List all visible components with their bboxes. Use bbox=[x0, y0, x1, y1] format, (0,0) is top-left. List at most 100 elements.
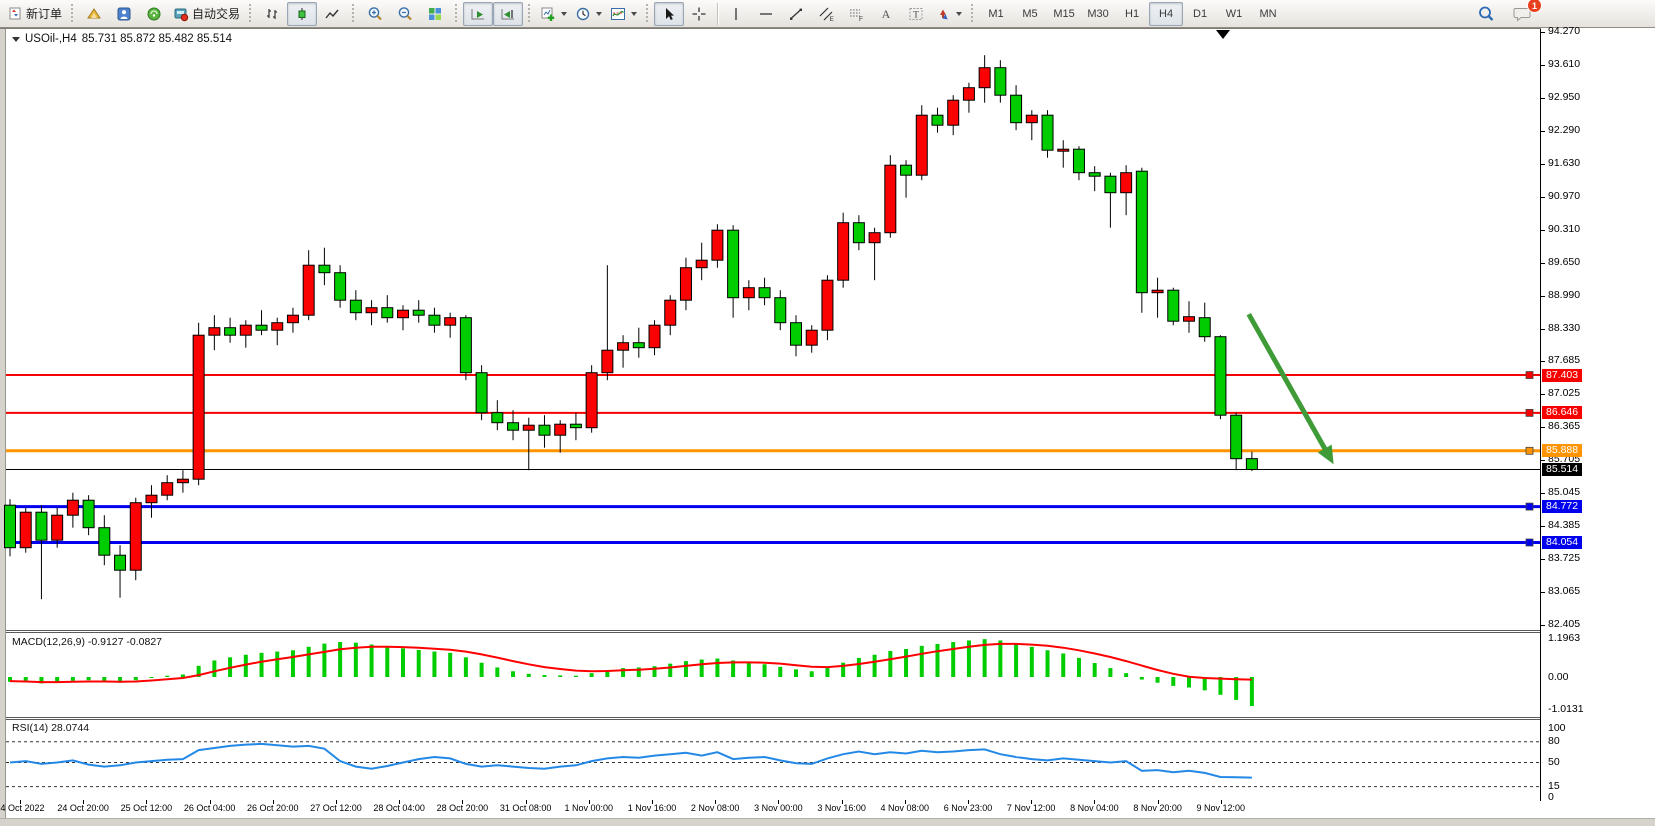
vertical-line-button[interactable] bbox=[721, 2, 751, 26]
svg-text:E: E bbox=[830, 16, 835, 22]
time-axis[interactable]: 24 Oct 2022 24 Oct 20:00 25 Oct 12:00 26 Oc… bbox=[0, 800, 1540, 818]
symbol-dropdown-icon[interactable] bbox=[12, 36, 20, 42]
axis-label: 85.045 bbox=[1548, 486, 1581, 499]
axis-label: 89.650 bbox=[1548, 256, 1581, 269]
axis-label: 87.025 bbox=[1548, 387, 1581, 400]
macd-signal-line bbox=[9, 642, 1252, 684]
new-order-button[interactable]: 新订单 bbox=[4, 2, 66, 26]
bar-chart-icon bbox=[264, 6, 280, 22]
toolbar: 新订单 自动交易 bbox=[0, 0, 1655, 28]
timeframe-m1[interactable]: M1 bbox=[988, 7, 1004, 20]
price-axis[interactable]: 94.270 93.610 92.950 92.290 91.630 90.970 90.3… bbox=[1541, 25, 1655, 818]
equidistant-channel-button[interactable]: E bbox=[811, 2, 841, 26]
bar-chart-button[interactable] bbox=[257, 2, 287, 26]
line-anchor bbox=[1525, 371, 1534, 379]
new-order-icon bbox=[8, 6, 23, 21]
zoom-out-button[interactable] bbox=[390, 2, 420, 26]
terminal-button[interactable] bbox=[109, 2, 139, 26]
time-axis-label: 24 Oct 20:00 bbox=[57, 803, 109, 813]
line-chart-button[interactable] bbox=[317, 2, 347, 26]
axis-label: 93.610 bbox=[1548, 58, 1581, 71]
trendline-button[interactable] bbox=[781, 2, 811, 26]
timeframe-m30[interactable]: M30 bbox=[1087, 7, 1109, 20]
time-axis-label: 24 Oct 2022 bbox=[0, 803, 45, 813]
chart-shift-marker[interactable] bbox=[1216, 30, 1230, 39]
vertical-line-icon bbox=[728, 6, 744, 22]
timeframe-w1[interactable]: W1 bbox=[1225, 7, 1243, 20]
axis-label: 84.385 bbox=[1548, 519, 1581, 532]
tile-windows-button[interactable] bbox=[420, 2, 450, 26]
fibonacci-button[interactable]: F bbox=[841, 2, 871, 26]
new-order-label: 新订单 bbox=[26, 7, 63, 21]
axis-label: 80 bbox=[1548, 735, 1560, 748]
text-label-button[interactable]: T bbox=[901, 2, 931, 26]
text-button[interactable]: A bbox=[871, 2, 901, 26]
cursor-button[interactable] bbox=[654, 1, 685, 26]
signals-button[interactable] bbox=[139, 2, 169, 26]
clock-icon bbox=[575, 6, 591, 22]
text-icon: A bbox=[878, 6, 894, 22]
cursor-icon bbox=[661, 6, 677, 22]
arrows-button[interactable] bbox=[931, 2, 966, 26]
time-axis-label: 27 Oct 12:00 bbox=[310, 803, 362, 813]
window-left-edge bbox=[0, 29, 6, 826]
timeframe-h1[interactable]: H1 bbox=[1125, 7, 1140, 20]
price-line-badge: 84.772 bbox=[1542, 500, 1583, 514]
axis-label: 92.950 bbox=[1548, 91, 1581, 104]
svg-text:T: T bbox=[913, 10, 919, 20]
auto-scroll-button[interactable] bbox=[463, 1, 494, 26]
timeframe-group: M1 M5 M15 M30 H1 H4 D1 W1 MN bbox=[979, 1, 1285, 26]
zoom-in-button[interactable] bbox=[360, 2, 390, 26]
time-axis-label: 26 Oct 04:00 bbox=[183, 803, 236, 813]
toolbar-right-group: 1 bbox=[1471, 0, 1542, 28]
window-bottom-edge bbox=[0, 818, 1655, 826]
price-line-badge: 87.403 bbox=[1542, 368, 1583, 382]
timeframe-mn[interactable]: MN bbox=[1259, 7, 1277, 20]
timeframe-m15[interactable]: M15 bbox=[1053, 7, 1075, 20]
search-button[interactable] bbox=[1471, 2, 1501, 26]
auto-scroll-icon bbox=[470, 6, 486, 22]
chart-top-border bbox=[0, 28, 1655, 29]
crosshair-icon bbox=[691, 6, 707, 22]
periods-button[interactable] bbox=[571, 2, 606, 26]
indicators-button[interactable] bbox=[606, 2, 641, 26]
time-axis-label: 28 Oct 20:00 bbox=[436, 803, 489, 813]
time-axis-label: 31 Oct 08:00 bbox=[499, 803, 552, 813]
crosshair-button[interactable] bbox=[684, 2, 714, 26]
autotrading-icon bbox=[173, 6, 189, 22]
arrows-icon bbox=[935, 6, 951, 22]
timeframe-d1[interactable]: D1 bbox=[1193, 7, 1208, 20]
line-anchor bbox=[1525, 446, 1534, 455]
chevron-down-icon bbox=[631, 11, 638, 16]
time-axis-label: 9 Nov 12:00 bbox=[1196, 803, 1246, 813]
chart-shift-icon bbox=[500, 6, 516, 22]
time-axis-label: 1 Nov 16:00 bbox=[627, 803, 677, 813]
pane-separator[interactable] bbox=[6, 630, 1622, 633]
time-axis-label: 7 Nov 12:00 bbox=[1006, 803, 1056, 813]
metaeditor-button[interactable] bbox=[79, 2, 109, 26]
notification-badge: 1 bbox=[1527, 0, 1542, 13]
toolbar-grip bbox=[970, 3, 976, 24]
axis-label: 90.970 bbox=[1548, 190, 1581, 203]
autotrading-label: 自动交易 bbox=[192, 7, 241, 21]
chevron-down-icon bbox=[561, 11, 568, 16]
pane-separator[interactable] bbox=[6, 717, 1622, 720]
timeframe-h4[interactable]: H4 bbox=[1149, 1, 1184, 26]
chart-shift-button[interactable] bbox=[493, 1, 524, 26]
candlestick-chart-button[interactable] bbox=[287, 1, 318, 26]
axis-label: 83.725 bbox=[1548, 552, 1581, 565]
axis-label: 87.685 bbox=[1548, 354, 1581, 367]
time-axis-label: 2 Nov 08:00 bbox=[690, 803, 740, 813]
axis-label: 0.00 bbox=[1548, 670, 1569, 683]
rsi-pane[interactable] bbox=[6, 720, 1540, 800]
timeframe-m5[interactable]: M5 bbox=[1022, 7, 1038, 20]
autotrading-button[interactable]: 自动交易 bbox=[169, 2, 244, 26]
macd-pane[interactable] bbox=[6, 633, 1540, 717]
horizontal-line-button[interactable] bbox=[751, 2, 781, 26]
signals-icon bbox=[146, 6, 162, 22]
search-icon bbox=[1477, 5, 1495, 23]
notifications-button[interactable]: 1 bbox=[1507, 0, 1542, 26]
time-axis-label: 6 Nov 23:00 bbox=[943, 803, 993, 813]
new-chart-button[interactable] bbox=[536, 2, 571, 26]
price-pane[interactable] bbox=[4, 29, 1540, 630]
